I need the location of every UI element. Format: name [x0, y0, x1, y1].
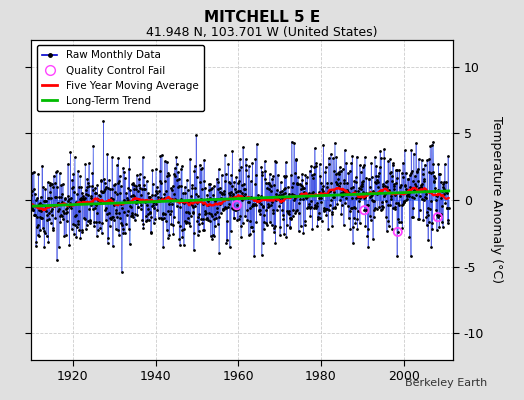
- Text: MITCHELL 5 E: MITCHELL 5 E: [204, 10, 320, 25]
- Point: [433, 214, 442, 220]
- Y-axis label: Temperature Anomaly (°C): Temperature Anomaly (°C): [490, 116, 504, 284]
- Point: [360, 207, 368, 213]
- Point: [233, 202, 241, 208]
- Legend: Raw Monthly Data, Quality Control Fail, Five Year Moving Average, Long-Term Tren: Raw Monthly Data, Quality Control Fail, …: [37, 45, 204, 111]
- Text: Berkeley Earth: Berkeley Earth: [405, 378, 487, 388]
- Point: [394, 229, 402, 235]
- Text: 41.948 N, 103.701 W (United States): 41.948 N, 103.701 W (United States): [146, 26, 378, 39]
